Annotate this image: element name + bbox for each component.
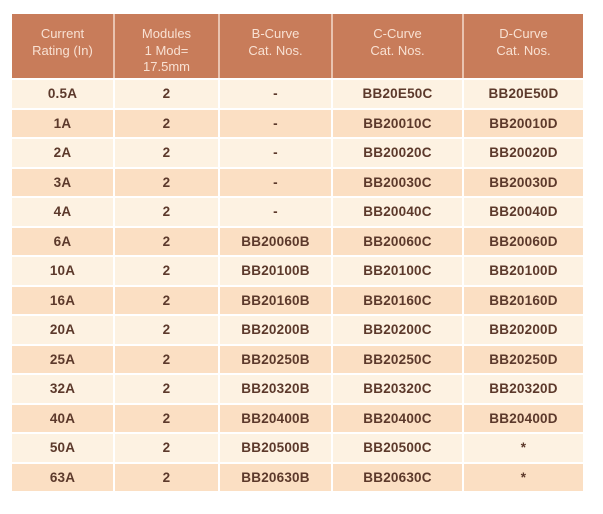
cell-current-rating: 32A bbox=[12, 375, 113, 403]
cell-d-curve: BB20100D bbox=[464, 257, 583, 285]
header-b-curve: B-Curve Cat. Nos. bbox=[218, 14, 331, 78]
cell-b-curve: BB20160B bbox=[220, 286, 331, 314]
cell-modules: 2 bbox=[115, 227, 218, 255]
cell-c-curve: BB20060C bbox=[333, 227, 462, 255]
cell-d-curve: BB20250D bbox=[464, 345, 583, 373]
cell-current-rating: 3A bbox=[12, 168, 113, 196]
cell-b-curve: BB20100B bbox=[220, 257, 331, 285]
cell-d-curve: BB20E50D bbox=[464, 80, 583, 108]
cell-d-curve: BB20160D bbox=[464, 286, 583, 314]
table-row: 16A 2 BB20160B BB20160C BB20160D bbox=[12, 286, 583, 314]
cell-modules: 2 bbox=[115, 257, 218, 285]
cell-current-rating: 40A bbox=[12, 404, 113, 432]
cell-d-curve: BB20010D bbox=[464, 109, 583, 137]
cell-current-rating: 25A bbox=[12, 345, 113, 373]
catalog-table-container: Current Rating (In) Modules 1 Mod= 17.5m… bbox=[10, 12, 585, 493]
cell-current-rating: 2A bbox=[12, 139, 113, 167]
cell-b-curve: - bbox=[220, 80, 331, 108]
cell-current-rating: 4A bbox=[12, 198, 113, 226]
cell-modules: 2 bbox=[115, 345, 218, 373]
cell-current-rating: 1A bbox=[12, 109, 113, 137]
cell-modules: 2 bbox=[115, 80, 218, 108]
cell-b-curve: BB20320B bbox=[220, 375, 331, 403]
cell-d-curve: * bbox=[464, 434, 583, 462]
catalog-table: Current Rating (In) Modules 1 Mod= 17.5m… bbox=[10, 12, 585, 493]
cell-current-rating: 6A bbox=[12, 227, 113, 255]
cell-c-curve: BB20030C bbox=[333, 168, 462, 196]
table-row: 3A 2 - BB20030C BB20030D bbox=[12, 168, 583, 196]
header-row: Current Rating (In) Modules 1 Mod= 17.5m… bbox=[12, 14, 583, 78]
cell-current-rating: 63A bbox=[12, 463, 113, 491]
cell-c-curve: BB20500C bbox=[333, 434, 462, 462]
cell-d-curve: BB20020D bbox=[464, 139, 583, 167]
cell-b-curve: BB20500B bbox=[220, 434, 331, 462]
cell-current-rating: 16A bbox=[12, 286, 113, 314]
cell-modules: 2 bbox=[115, 404, 218, 432]
cell-modules: 2 bbox=[115, 109, 218, 137]
table-row: 0.5A 2 - BB20E50C BB20E50D bbox=[12, 80, 583, 108]
cell-d-curve: * bbox=[464, 463, 583, 491]
cell-modules: 2 bbox=[115, 463, 218, 491]
table-row: 63A 2 BB20630B BB20630C * bbox=[12, 463, 583, 491]
cell-b-curve: BB20200B bbox=[220, 316, 331, 344]
cell-d-curve: BB20400D bbox=[464, 404, 583, 432]
cell-modules: 2 bbox=[115, 316, 218, 344]
cell-c-curve: BB20630C bbox=[333, 463, 462, 491]
header-c-curve: C-Curve Cat. Nos. bbox=[331, 14, 462, 78]
table-row: 25A 2 BB20250B BB20250C BB20250D bbox=[12, 345, 583, 373]
cell-modules: 2 bbox=[115, 198, 218, 226]
cell-c-curve: BB20100C bbox=[333, 257, 462, 285]
table-row: 2A 2 - BB20020C BB20020D bbox=[12, 139, 583, 167]
table-row: 40A 2 BB20400B BB20400C BB20400D bbox=[12, 404, 583, 432]
cell-d-curve: BB20200D bbox=[464, 316, 583, 344]
cell-modules: 2 bbox=[115, 168, 218, 196]
cell-b-curve: BB20250B bbox=[220, 345, 331, 373]
table-row: 10A 2 BB20100B BB20100C BB20100D bbox=[12, 257, 583, 285]
cell-c-curve: BB20400C bbox=[333, 404, 462, 432]
cell-current-rating: 0.5A bbox=[12, 80, 113, 108]
cell-current-rating: 10A bbox=[12, 257, 113, 285]
cell-b-curve: - bbox=[220, 139, 331, 167]
cell-b-curve: - bbox=[220, 168, 331, 196]
cell-modules: 2 bbox=[115, 139, 218, 167]
cell-c-curve: BB20320C bbox=[333, 375, 462, 403]
table-row: 1A 2 - BB20010C BB20010D bbox=[12, 109, 583, 137]
cell-b-curve: BB20630B bbox=[220, 463, 331, 491]
cell-c-curve: BB20020C bbox=[333, 139, 462, 167]
cell-current-rating: 20A bbox=[12, 316, 113, 344]
cell-c-curve: BB20E50C bbox=[333, 80, 462, 108]
cell-d-curve: BB20060D bbox=[464, 227, 583, 255]
header-d-curve: D-Curve Cat. Nos. bbox=[462, 14, 583, 78]
table-row: 20A 2 BB20200B BB20200C BB20200D bbox=[12, 316, 583, 344]
cell-current-rating: 50A bbox=[12, 434, 113, 462]
cell-c-curve: BB20040C bbox=[333, 198, 462, 226]
cell-modules: 2 bbox=[115, 434, 218, 462]
table-row: 6A 2 BB20060B BB20060C BB20060D bbox=[12, 227, 583, 255]
table-row: 4A 2 - BB20040C BB20040D bbox=[12, 198, 583, 226]
cell-c-curve: BB20160C bbox=[333, 286, 462, 314]
cell-b-curve: - bbox=[220, 109, 331, 137]
cell-d-curve: BB20030D bbox=[464, 168, 583, 196]
cell-c-curve: BB20250C bbox=[333, 345, 462, 373]
cell-c-curve: BB20200C bbox=[333, 316, 462, 344]
table-row: 50A 2 BB20500B BB20500C * bbox=[12, 434, 583, 462]
header-current-rating: Current Rating (In) bbox=[12, 14, 113, 78]
table-row: 32A 2 BB20320B BB20320C BB20320D bbox=[12, 375, 583, 403]
cell-d-curve: BB20320D bbox=[464, 375, 583, 403]
cell-modules: 2 bbox=[115, 375, 218, 403]
cell-b-curve: BB20400B bbox=[220, 404, 331, 432]
header-modules: Modules 1 Mod= 17.5mm bbox=[113, 14, 218, 78]
cell-b-curve: - bbox=[220, 198, 331, 226]
cell-modules: 2 bbox=[115, 286, 218, 314]
cell-c-curve: BB20010C bbox=[333, 109, 462, 137]
cell-b-curve: BB20060B bbox=[220, 227, 331, 255]
cell-d-curve: BB20040D bbox=[464, 198, 583, 226]
